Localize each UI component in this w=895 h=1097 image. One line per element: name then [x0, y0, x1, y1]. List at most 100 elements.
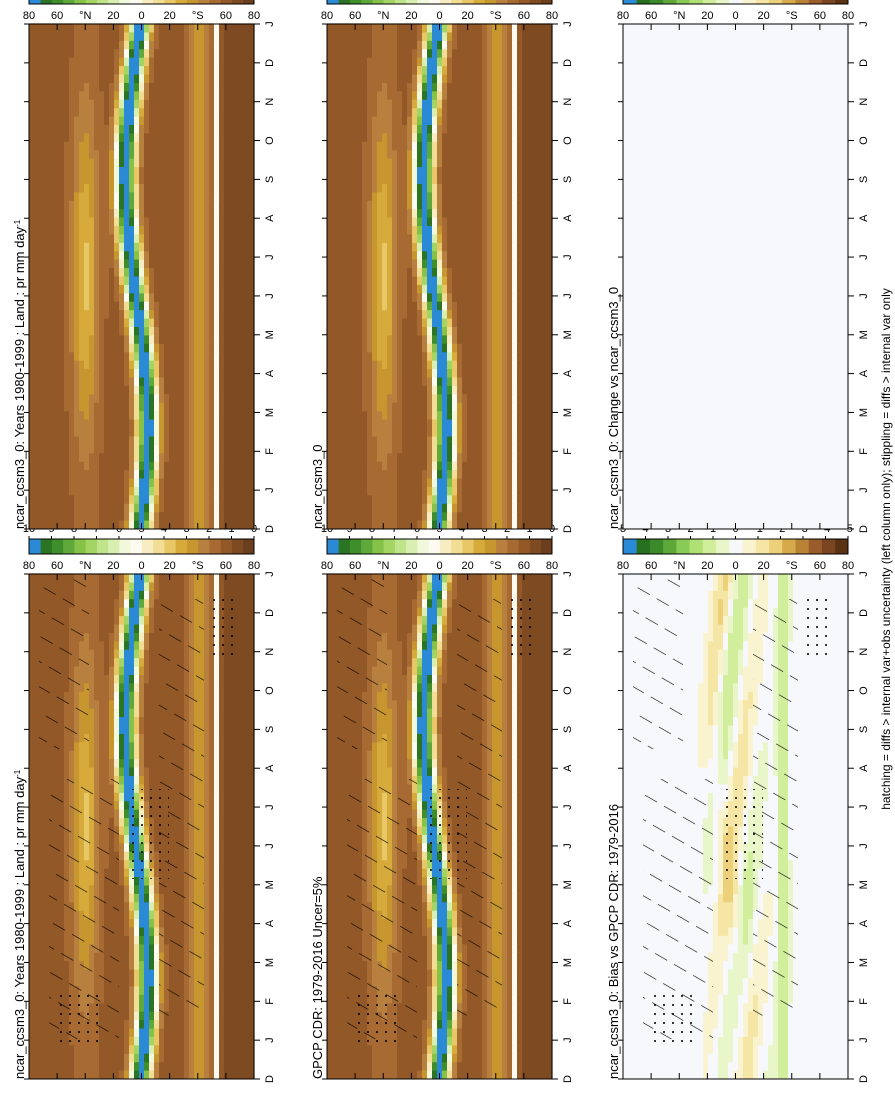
- heatmap-cell: [154, 208, 160, 218]
- heatmap-cell: [94, 402, 100, 412]
- heatmap-cell: [244, 216, 250, 226]
- heatmap-cell: [169, 418, 175, 428]
- heatmap-cell: [39, 486, 45, 496]
- heatmap-cell: [154, 326, 160, 336]
- heatmap-cell: [189, 1053, 195, 1063]
- heatmap-cell: [104, 615, 110, 625]
- heatmap-cell: [104, 158, 110, 168]
- heatmap-cell: [204, 444, 210, 454]
- heatmap-cell: [229, 435, 235, 445]
- heatmap-cell: [29, 851, 35, 861]
- heatmap-cell: [134, 960, 140, 970]
- heatmap-cell: [124, 141, 130, 151]
- heatmap-cell: [69, 435, 75, 445]
- heatmap-cell: [54, 292, 60, 302]
- heatmap-cell: [199, 1061, 205, 1071]
- heatmap-cell: [144, 200, 150, 210]
- heatmap-cell: [54, 461, 60, 471]
- heatmap-cell: [214, 817, 220, 827]
- heatmap-cell: [149, 952, 155, 962]
- heatmap-cell: [219, 1011, 225, 1021]
- heatmap-cell: [29, 1036, 35, 1046]
- heatmap-cell: [144, 284, 150, 294]
- heatmap-cell: [234, 977, 240, 987]
- heatmap-cell: [154, 994, 160, 1004]
- heatmap-cell: [99, 758, 105, 768]
- heatmap-cell: [199, 174, 205, 184]
- heatmap-cell: [199, 590, 205, 600]
- heatmap-cell: [144, 477, 150, 487]
- heatmap-cell: [119, 233, 125, 243]
- heatmap-cell: [204, 994, 210, 1004]
- heatmap-cell: [134, 918, 140, 928]
- heatmap-cell: [174, 275, 180, 285]
- heatmap-cell: [229, 292, 235, 302]
- heatmap-cell: [229, 817, 235, 827]
- heatmap-cell: [69, 242, 75, 252]
- heatmap-cell: [244, 334, 250, 344]
- heatmap-cell: [34, 800, 40, 810]
- heatmap-cell: [244, 174, 250, 184]
- heatmap-cell: [239, 994, 245, 1004]
- heatmap-cell: [144, 334, 150, 344]
- heatmap-cell: [29, 183, 35, 193]
- heatmap-cell: [229, 309, 235, 319]
- heatmap-cell: [59, 343, 65, 353]
- heatmap-cell: [209, 800, 215, 810]
- heatmap-cell: [149, 444, 155, 454]
- heatmap-cell: [79, 511, 85, 521]
- heatmap-cell: [129, 750, 135, 760]
- heatmap-cell: [144, 691, 150, 701]
- heatmap-cell: [204, 301, 210, 311]
- heatmap-cell: [179, 511, 185, 521]
- heatmap-cell: [69, 132, 75, 142]
- heatmap-cell: [129, 682, 135, 692]
- heatmap-cell: [114, 766, 120, 776]
- heatmap-cell: [209, 233, 215, 243]
- heatmap-cell: [229, 960, 235, 970]
- heatmap-cell: [204, 376, 210, 386]
- heatmap-cell: [164, 477, 170, 487]
- heatmap-cell: [104, 351, 110, 361]
- heatmap-cell: [219, 1027, 225, 1037]
- heatmap-cell: [124, 834, 130, 844]
- heatmap-cell: [39, 334, 45, 344]
- heatmap-cell: [149, 393, 155, 403]
- heatmap-cell: [64, 191, 70, 201]
- heatmap-cell: [154, 259, 160, 269]
- heatmap-cell: [34, 699, 40, 709]
- heatmap-cell: [139, 469, 145, 479]
- heatmap-cell: [124, 876, 130, 886]
- heatmap-cell: [184, 402, 190, 412]
- heatmap-cell: [179, 317, 185, 327]
- heatmap-cell: [184, 418, 190, 428]
- heatmap-cell: [34, 284, 40, 294]
- heatmap-cell: [119, 477, 125, 487]
- heatmap-cell: [44, 1044, 50, 1054]
- heatmap-cell: [149, 581, 155, 591]
- heatmap-cell: [44, 444, 50, 454]
- heatmap-cell: [89, 598, 95, 608]
- heatmap-cell: [29, 393, 35, 403]
- heatmap-cell: [129, 376, 135, 386]
- x-tick-label: J: [264, 804, 276, 810]
- heatmap-cell: [119, 141, 125, 151]
- heatmap-cell: [219, 800, 225, 810]
- heatmap-cell: [159, 402, 165, 412]
- heatmap-cell: [29, 842, 35, 852]
- heatmap-cell: [134, 233, 140, 243]
- heatmap-cell: [149, 174, 155, 184]
- heatmap-cell: [29, 750, 35, 760]
- heatmap-cell: [34, 435, 40, 445]
- heatmap-cell: [189, 284, 195, 294]
- heatmap-cell: [44, 477, 50, 487]
- heatmap-cell: [249, 867, 255, 877]
- heatmap-cell: [124, 682, 130, 692]
- heatmap-cell: [34, 334, 40, 344]
- heatmap-cell: [174, 511, 180, 521]
- heatmap-cell: [129, 427, 135, 437]
- x-tick-label: F: [264, 998, 276, 1005]
- heatmap-cell: [149, 665, 155, 675]
- heatmap-cell: [114, 317, 120, 327]
- heatmap-cell: [104, 200, 110, 210]
